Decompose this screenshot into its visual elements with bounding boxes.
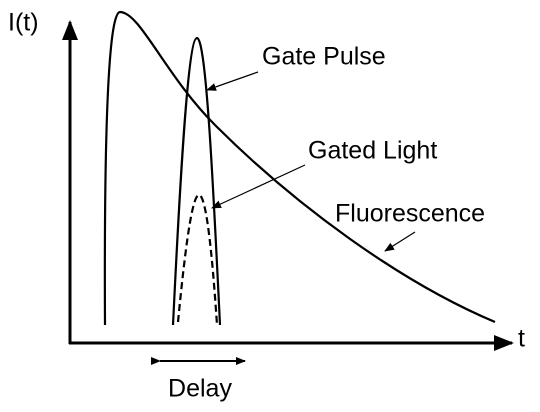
gate-pulse-pointer	[206, 71, 259, 91]
x-axis-label: t	[518, 325, 525, 353]
delay-label: Delay	[168, 375, 232, 403]
gate-pulse-label: Gate Pulse	[262, 43, 386, 71]
gate-pulse-curve	[171, 36, 222, 326]
y-axis-label: I(t)	[8, 9, 39, 37]
fluorescence-label: Fluorescence	[335, 200, 485, 228]
gated-light-label: Gated Light	[308, 137, 437, 165]
fluorescence-curve	[103, 10, 496, 326]
fluorescence-pointer	[384, 231, 416, 252]
gated-light-curve	[176, 193, 219, 326]
gated-light-pointer	[211, 164, 306, 209]
